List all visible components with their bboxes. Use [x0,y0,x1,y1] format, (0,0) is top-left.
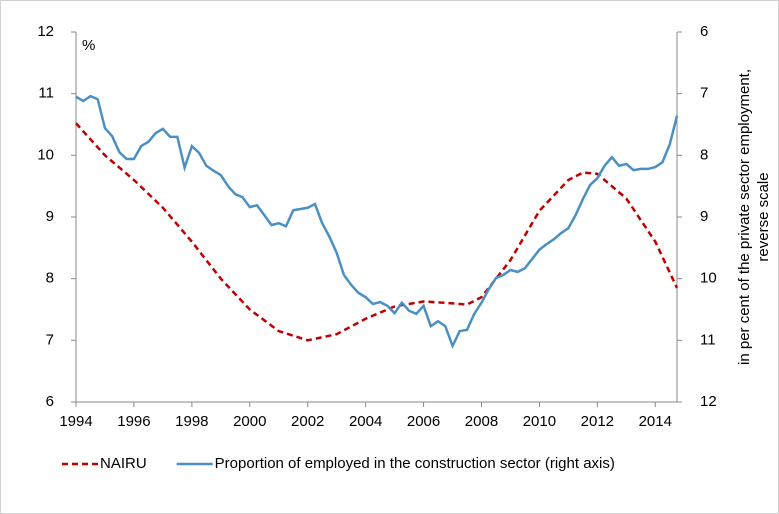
y2-tick-label: 6 [700,23,708,40]
y-tick-label: 12 [37,23,54,40]
x-tick-label: 1996 [117,413,150,430]
y2-axis-label: reverse scale [755,172,772,261]
x-tick-label: 1998 [175,413,208,430]
x-tick-label: 2000 [233,413,266,430]
y2-tick-label: 10 [700,270,717,287]
y-tick-label: 6 [46,393,54,410]
x-tick-label: 2012 [581,413,614,430]
y2-tick-label: 12 [700,393,717,410]
series-line [75,122,679,342]
y2-tick-label: 8 [700,146,708,163]
x-tick-label: 2010 [523,413,556,430]
y-tick-label: 10 [37,146,54,163]
legend-label: Proportion of employed in the constructi… [215,455,615,472]
y-tick-label: 11 [38,85,54,102]
y-unit: % [82,37,95,54]
y-tick-label: 7 [46,331,54,348]
x-tick-label: 2014 [639,413,672,430]
series-line [75,94,679,350]
legend-label: NAIRU [100,455,147,472]
x-tick-label: 1994 [59,413,92,430]
x-tick-label: 2004 [349,413,382,430]
y2-tick-label: 9 [700,208,708,225]
x-tick-label: 2002 [291,413,324,430]
y-tick-label: 9 [46,208,54,225]
y2-axis-label: in per cent of the private sector employ… [736,69,753,365]
y2-tick-label: 11 [700,331,716,348]
x-tick-label: 2008 [465,413,498,430]
x-tick-label: 2006 [407,413,440,430]
y2-tick-label: 7 [700,85,708,102]
y-tick-label: 8 [46,270,54,287]
